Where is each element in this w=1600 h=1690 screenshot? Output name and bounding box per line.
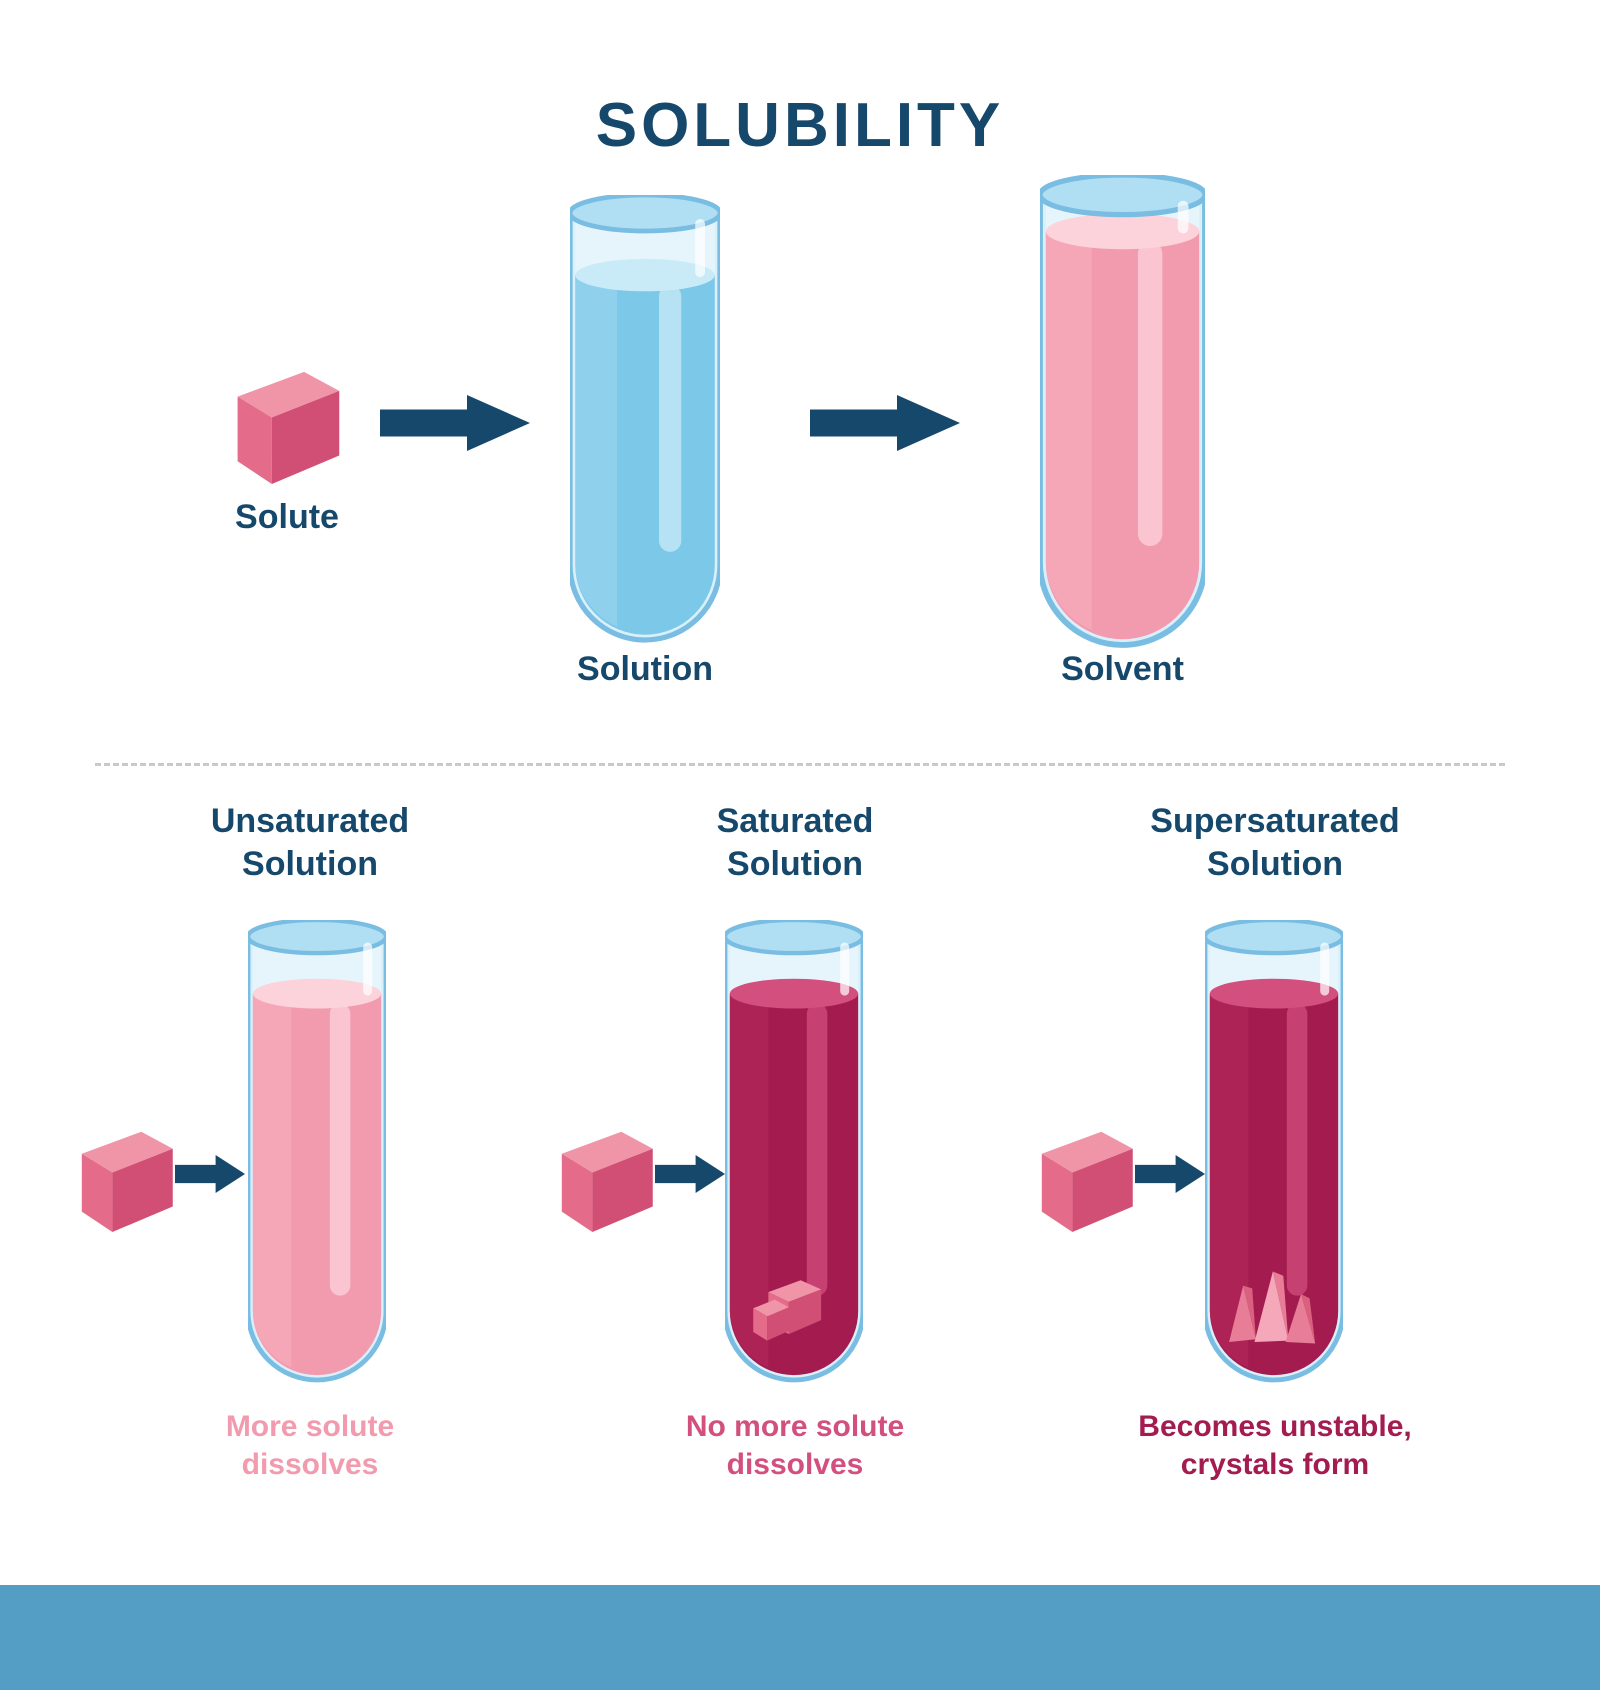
page-title: SOLUBILITY	[0, 90, 1600, 161]
header-line2: Solution	[242, 845, 378, 883]
arrow-icon	[380, 395, 530, 451]
note-line2: dissolves	[727, 1448, 864, 1481]
solution-type-header: Supersaturated Solution	[1055, 800, 1495, 885]
solution-note: Becomes unstable, crystals form	[1045, 1408, 1505, 1483]
solvent-label: Solvent	[993, 650, 1253, 689]
header-line2: Solution	[1207, 845, 1343, 883]
solution-label: Solution	[515, 650, 775, 689]
test-tube	[725, 920, 863, 1397]
header-line1: Supersaturated	[1150, 802, 1399, 840]
test-tube	[1040, 175, 1205, 665]
solute-cube	[75, 1130, 181, 1236]
solute-cube	[230, 370, 349, 489]
note-line1: No more solute	[686, 1410, 904, 1443]
arrow-icon	[655, 1155, 725, 1193]
solute-label: Solute	[187, 498, 387, 537]
test-tube	[248, 920, 386, 1397]
test-tube	[570, 195, 720, 658]
note-line1: More solute	[226, 1410, 394, 1443]
note-line2: crystals form	[1181, 1448, 1369, 1481]
test-tube	[1205, 920, 1343, 1397]
solution-type-header: Unsaturated Solution	[90, 800, 530, 885]
section-divider	[95, 763, 1505, 766]
note-line2: dissolves	[242, 1448, 379, 1481]
footer-bar	[0, 1585, 1600, 1690]
header-line2: Solution	[727, 845, 863, 883]
solute-cube	[555, 1130, 661, 1236]
note-line1: Becomes unstable,	[1138, 1410, 1411, 1443]
arrow-icon	[175, 1155, 245, 1193]
solution-type-header: Saturated Solution	[575, 800, 1015, 885]
solute-cube	[1035, 1130, 1141, 1236]
arrow-icon	[1135, 1155, 1205, 1193]
header-line1: Saturated	[717, 802, 874, 840]
solution-note: More solute dissolves	[80, 1408, 540, 1483]
arrow-icon	[810, 395, 960, 451]
header-line1: Unsaturated	[211, 802, 409, 840]
solution-note: No more solute dissolves	[565, 1408, 1025, 1483]
